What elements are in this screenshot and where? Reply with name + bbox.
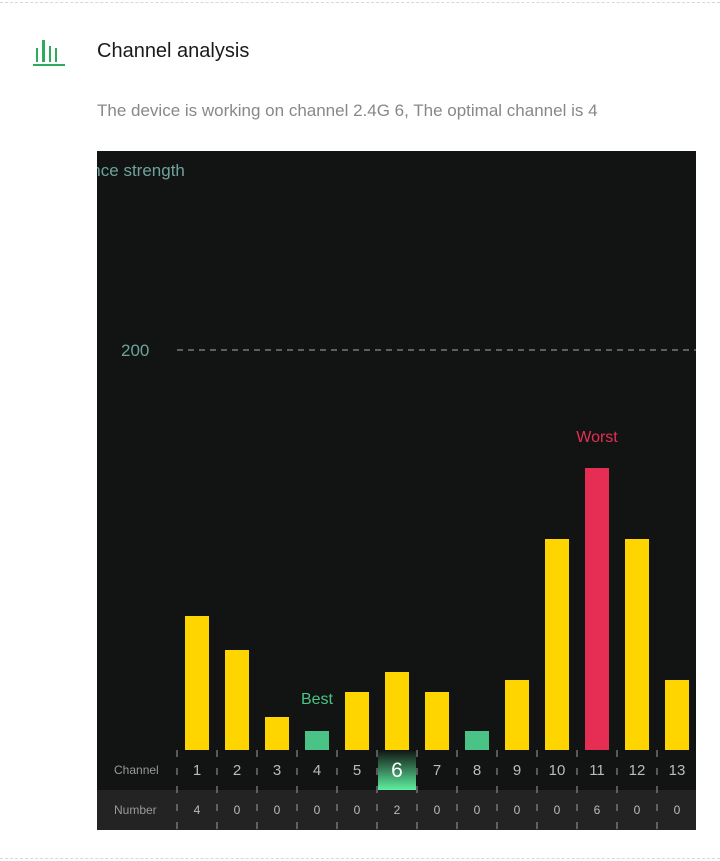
number-value: 2 (394, 803, 401, 817)
bottom-divider (0, 858, 720, 859)
bar-channel-9 (505, 680, 529, 750)
bar-channel-5 (345, 692, 369, 750)
number-value: 4 (194, 803, 201, 817)
reference-line-label: 200 (121, 341, 149, 360)
channel-tick-label: 11 (589, 762, 605, 779)
bar-channel-3 (265, 717, 289, 750)
channel-tick-label: 10 (549, 762, 566, 779)
channel-row-label: Channel (114, 763, 159, 777)
bar-chart-icon (33, 40, 65, 66)
channel-tick-label: 1 (193, 762, 201, 779)
bar-channel-2 (225, 650, 249, 750)
number-value: 0 (274, 803, 281, 817)
number-value: 0 (634, 803, 641, 817)
number-value: 0 (234, 803, 241, 817)
channel-tick-label: 9 (513, 762, 521, 779)
worst-label: Worst (576, 429, 618, 446)
top-divider (0, 2, 720, 3)
bar-channel-12 (625, 539, 649, 750)
channel-tick-label: 4 (313, 762, 321, 779)
channel-tick-label: 3 (273, 762, 281, 779)
section-title: Channel analysis (97, 40, 250, 62)
channel-tick-label: 7 (433, 762, 441, 779)
channel-tick-label: 2 (233, 762, 241, 779)
chart-svg: Interference strength200ChannelNumber142… (97, 161, 696, 830)
best-label: Best (301, 691, 334, 708)
number-value: 0 (434, 803, 441, 817)
number-value: 0 (554, 803, 561, 817)
y-axis-label: Interference strength (97, 161, 185, 180)
number-row-bg (97, 790, 696, 830)
number-value: 0 (354, 803, 361, 817)
bar-channel-8 (465, 731, 489, 750)
number-value: 0 (514, 803, 521, 817)
number-value: 6 (594, 803, 601, 817)
number-value: 0 (674, 803, 681, 817)
bar-channel-4 (305, 731, 329, 750)
channel-tick-label: 13 (669, 762, 686, 779)
channel-tick-label: 5 (353, 762, 361, 779)
bar-channel-11 (585, 468, 609, 750)
bar-channel-7 (425, 692, 449, 750)
channel-tick-label: 12 (629, 762, 646, 779)
bar-channel-13 (665, 680, 689, 750)
number-value: 0 (474, 803, 481, 817)
bar-channel-1 (185, 616, 209, 750)
channel-tick-label: 8 (473, 762, 481, 779)
bar-channel-6 (385, 672, 409, 750)
bar-channel-10 (545, 539, 569, 750)
current-channel-highlight (378, 750, 416, 790)
channel-description: The device is working on channel 2.4G 6,… (97, 101, 598, 120)
channel-tick-label: 6 (391, 759, 403, 782)
number-row-label: Number (114, 803, 157, 817)
number-value: 0 (314, 803, 321, 817)
channel-chart[interactable]: Interference strength200ChannelNumber142… (97, 151, 696, 830)
